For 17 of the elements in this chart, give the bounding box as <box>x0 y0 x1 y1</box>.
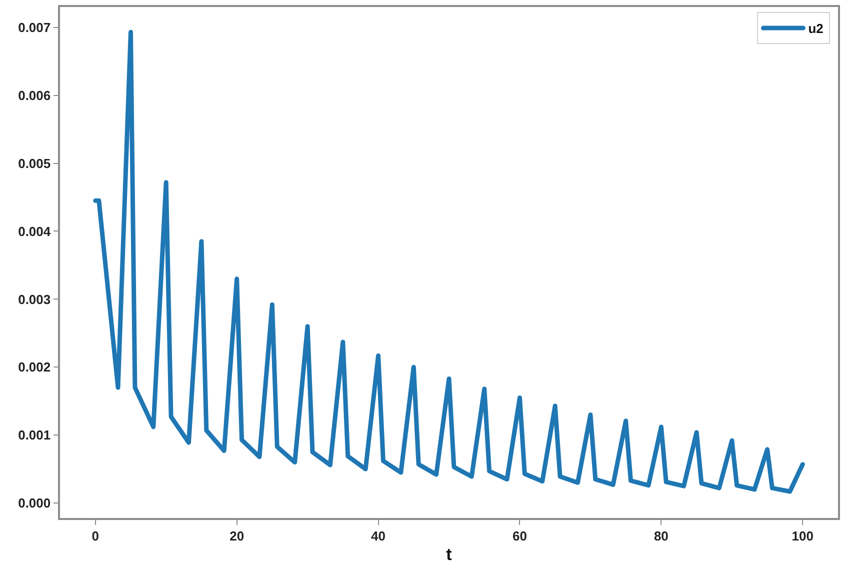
y-tick-label: 0.004 <box>18 224 52 239</box>
x-tick-label: 60 <box>512 528 527 544</box>
x-axis-title: t <box>446 545 452 564</box>
x-tick-label: 20 <box>230 528 244 544</box>
y-tick-label: 0.003 <box>18 292 51 307</box>
x-tick-label: 100 <box>792 528 814 544</box>
y-tick-label: 0.001 <box>18 428 51 443</box>
y-tick-label: 0.007 <box>18 20 51 35</box>
y-tick-label: 0.006 <box>18 88 51 103</box>
line-series <box>93 30 805 494</box>
y-tick-label: 0.000 <box>18 496 51 511</box>
legend-label: u2 <box>808 21 824 36</box>
y-tick-label: 0.002 <box>18 360 51 375</box>
x-tick-label: 0 <box>92 528 99 544</box>
x-tick-label: 80 <box>654 528 668 544</box>
y-tick-label: 0.005 <box>18 156 51 171</box>
x-tick-label: 40 <box>371 528 386 544</box>
